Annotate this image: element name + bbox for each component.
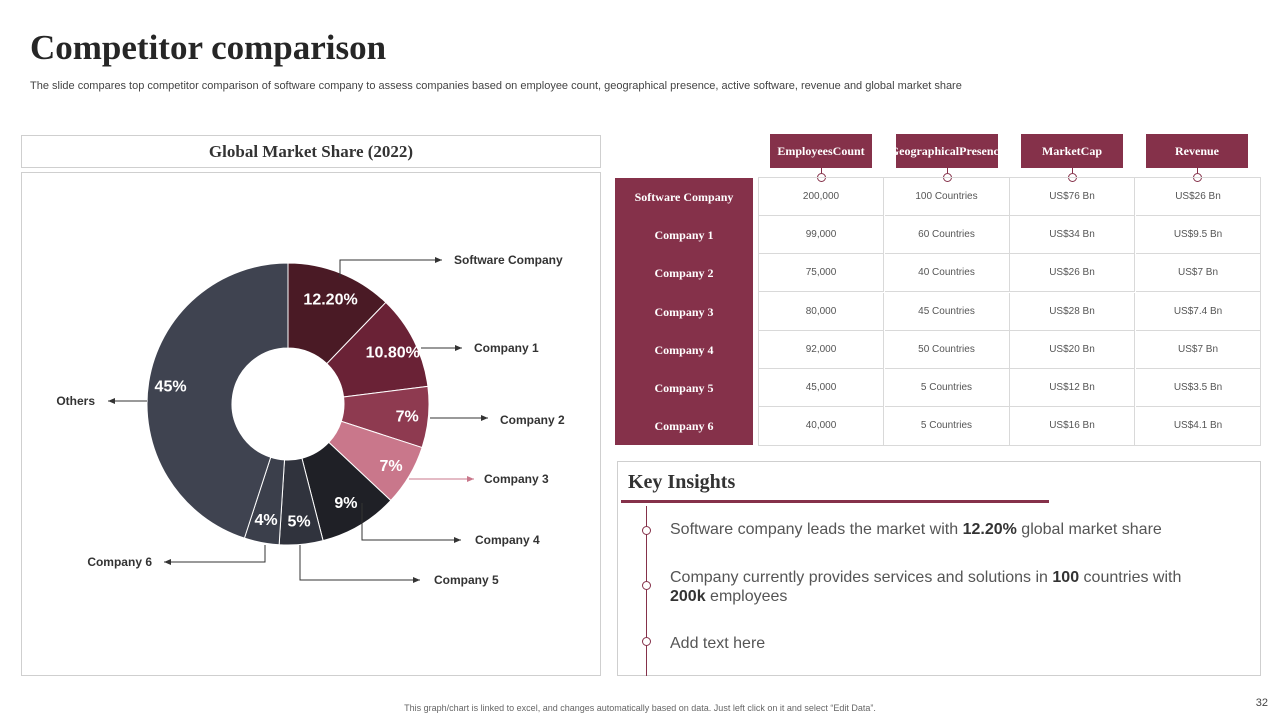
table-cell: 45 Countries <box>884 292 1010 331</box>
table-cell: US$7.4 Bn <box>1135 293 1261 331</box>
data-label-company-5: 5% <box>287 514 310 531</box>
insights-timeline <box>646 506 647 676</box>
table-cell: 92,000 <box>759 330 884 369</box>
chart-title: Global Market Share (2022) <box>21 135 601 168</box>
data-label-company-1: 10.80% <box>366 344 420 361</box>
column-header-market-cap: Market Cap <box>1021 134 1123 168</box>
insight-bullet-dot <box>642 581 651 590</box>
legend-label-company-6: Company 6 <box>87 555 152 569</box>
data-label-company-6: 4% <box>254 512 277 529</box>
leader-line-software-company <box>339 257 442 277</box>
table-cell: US$3.5 Bn <box>1135 369 1261 407</box>
table-cell: 80,000 <box>759 292 884 331</box>
legend-label-company-4: Company 4 <box>475 533 540 547</box>
table-cell: 200,000 <box>759 178 884 216</box>
table-cell: 75,000 <box>759 254 884 293</box>
insight-item: Company currently provides services and … <box>670 569 1182 605</box>
table-cell: US$76 Bn <box>1010 178 1135 216</box>
data-label-company-3: 7% <box>380 458 403 475</box>
table-cell: 40,000 <box>759 407 884 446</box>
legend-label-company-3: Company 3 <box>484 472 549 486</box>
insights-title: Key Insights <box>628 471 736 493</box>
page-title: Competitor comparison <box>30 28 387 67</box>
table-cell: US$9.5 Bn <box>1135 216 1261 255</box>
donut-chart[interactable]: 12.20% 10.80% 7% 7% 9% 5% 4% 45% Software Compan… <box>22 173 600 675</box>
row-label: Company 5 <box>654 381 714 395</box>
column-header-geographical-presence: Geographical Presence <box>890 134 1004 168</box>
leader-line-company-5 <box>299 545 420 583</box>
table-cell: US$20 Bn <box>1010 330 1135 369</box>
table-cell: 100 Countries <box>884 178 1010 216</box>
table-cell: US$28 Bn <box>1010 292 1135 331</box>
table-cell: US$12 Bn <box>1010 369 1135 407</box>
data-label-software-company: 12.20% <box>303 291 357 308</box>
table-cell: US$16 Bn <box>1010 407 1135 446</box>
column-header-revenue: Revenue <box>1146 134 1248 168</box>
table-cell: US$4.1 Bn <box>1173 420 1223 432</box>
leader-line-company-6 <box>164 545 266 565</box>
donut-chart-panel[interactable]: 12.20% 10.80% 7% 7% 9% 5% 4% 45% Software Compan… <box>21 172 601 676</box>
table-cell: 5 Countries <box>885 407 1010 446</box>
slice-others[interactable] <box>146 262 289 539</box>
row-label: Software Company <box>634 190 734 204</box>
page-subtitle: The slide compares top competitor compar… <box>30 80 962 92</box>
table-cell: US$26 Bn <box>1135 178 1261 216</box>
key-insights-panel: Key Insights Software company leads the … <box>617 461 1261 676</box>
insights-divider <box>621 500 1049 503</box>
table-cell: 50 Countries <box>884 330 1010 369</box>
page-number: 32 <box>1255 697 1268 709</box>
table-cell: 60 Countries <box>884 216 1010 255</box>
table-cell: 5 Countries <box>884 369 1010 407</box>
table-cell: 99,000 <box>759 216 884 255</box>
row-label: Company 1 <box>654 228 714 243</box>
comparison-table: 200,000 100 Countries US$76 Bn US$26 Bn 99,0… <box>758 177 1261 446</box>
footnote: This graph/chart is linked to excel, and… <box>404 703 876 713</box>
leader-line-company-4 <box>361 503 461 543</box>
table-cell: US$26 Bn <box>1010 254 1135 293</box>
legend-label-company-1: Company 1 <box>474 341 539 355</box>
legend-label-software-company: Software Company <box>454 253 563 267</box>
insight-item: Add text here <box>670 635 766 652</box>
row-label: Company 2 <box>654 266 714 281</box>
column-header-employees-count: Employees Count <box>770 134 872 168</box>
legend-label-others: Others <box>56 394 95 408</box>
table-cell: 40 Countries <box>884 254 1010 293</box>
column-connector <box>1197 168 1198 173</box>
table-cell: US$7 Bn <box>1135 254 1261 293</box>
data-label-others: 45% <box>155 378 187 395</box>
row-label: Company 6 <box>654 419 714 434</box>
data-label-company-2: 7% <box>396 408 419 425</box>
legend-label-company-2: Company 2 <box>500 413 565 427</box>
insight-bullet-dot <box>642 637 651 646</box>
column-connector <box>1072 168 1073 173</box>
table-cell: 45,000 <box>759 369 884 407</box>
table-cell: US$34 Bn <box>1010 216 1135 255</box>
insight-bullet-dot <box>642 526 651 535</box>
row-label: Company 3 <box>654 304 714 319</box>
insight-item: Software company leads the market with 1… <box>670 521 1162 538</box>
column-connector <box>821 168 822 173</box>
legend-label-company-5: Company 5 <box>434 573 499 587</box>
data-label-company-4: 9% <box>334 495 357 512</box>
column-connector <box>947 168 948 173</box>
row-label: Company 4 <box>654 342 714 357</box>
table-cell: US$7 Bn <box>1135 331 1261 369</box>
company-column: Software Company Company 1 Company 2 Compan… <box>615 178 753 445</box>
